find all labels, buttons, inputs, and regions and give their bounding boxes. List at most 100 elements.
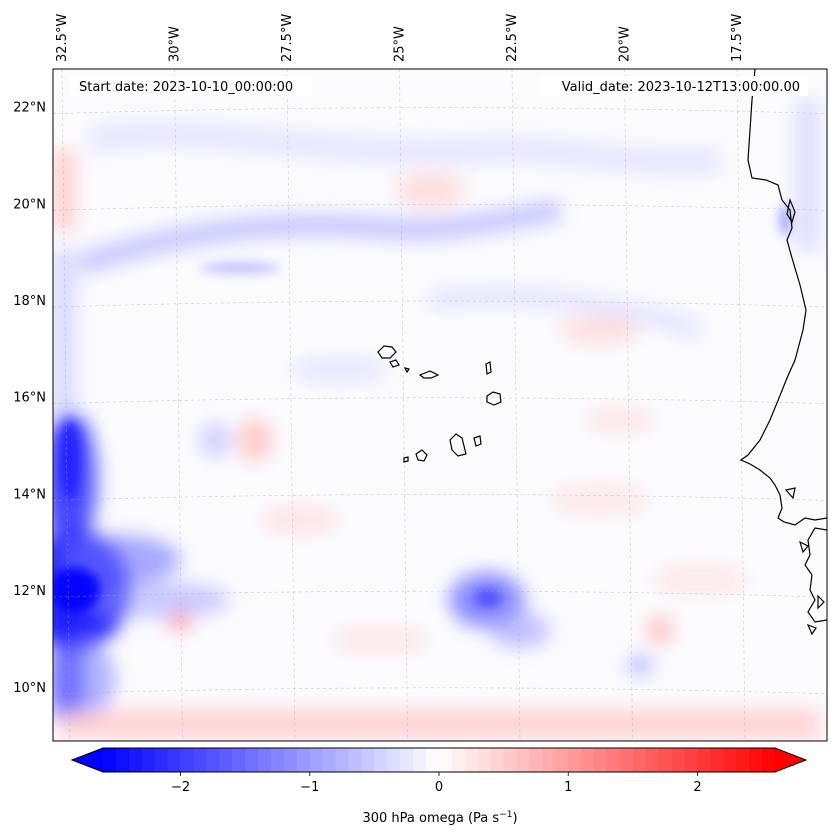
colorbar-segment [206,748,220,772]
colorbar-segment [568,748,582,772]
latitude-label: 14°N [13,487,46,502]
longitude-label: 30°W [168,26,183,62]
santo-antao-island [377,345,397,359]
latitude-label: 12°N [13,584,46,599]
latitude-label: 10°N [13,681,46,696]
colorbar-segment [128,748,143,772]
colorbar-tick-label: 2 [693,780,701,795]
colorbar-segment [374,748,388,772]
longitude-label: 22.5°W [505,14,520,62]
colorbar-segment [581,748,595,772]
map-frame [52,68,828,742]
start-date-text: Start date: 2023-10-10_00:00:00 [79,80,293,95]
colorbar-extend-min-arrow [72,748,103,772]
colorbar-segment [387,748,401,772]
colorbar-segment [632,748,647,772]
colorbar-segment [322,748,337,772]
colorbar-segment [451,748,466,772]
parallel-gridline [53,397,827,405]
valid-date-box [540,76,808,96]
colorbar-segment [426,748,440,772]
colorbar-segment [154,748,169,772]
fogo-island [415,449,428,462]
colorbar-segment [141,748,156,772]
colorbar-segment [348,748,363,772]
colorbar-tick-label: −1 [300,780,319,795]
colorbar-segment [671,748,686,772]
boa-vista-island [486,391,502,406]
colorbar-segment [400,748,414,772]
colorbar-segment [309,748,324,772]
colorbar-segment [645,748,660,772]
colorbar-segment [723,748,737,772]
africa-coastline-south [804,527,827,623]
coastal-islands [784,197,825,636]
colorbar-segment [335,748,350,772]
colorbar-segment [607,748,621,772]
meridian-gridline [511,69,521,741]
santiago-island [449,433,467,457]
sao-vicente-island [389,359,400,368]
latitude-label: 20°N [13,197,46,212]
colorbar-segment [762,748,776,772]
colorbar-title: 300 hPa omega (Pa s−1) [362,810,517,826]
colorbar-outline [70,747,808,773]
colorbar-segment [736,748,750,772]
colorbar-segment [193,748,207,772]
longitude-label: 17.5°W [730,14,745,62]
colorbar-segment [749,748,763,772]
africa-coastline [739,69,827,526]
latitude-label: 16°N [13,391,46,406]
colorbar-tick-label: 1 [564,780,572,795]
colorbar-segment [619,748,634,772]
longitude-labels: 32.5°W 30°W 27.5°W 25°W 22.5°W 20°W 17.5°W [55,14,745,62]
parallel-gridline [53,300,827,308]
colorbar-segment [115,748,130,772]
colorbar-segments [103,748,776,772]
longitude-label: 32.5°W [55,14,70,62]
latitude-labels: 22°N 20°N 18°N 16°N 14°N 12°N 10°N [13,101,46,696]
parallel-gridline [53,590,827,598]
colorbar-segment [296,748,311,772]
colorbar-title-main: 300 hPa omega (Pa s [362,811,499,826]
longitude-label: 25°W [393,26,408,62]
meridian-gridline [174,69,183,741]
colorbar-extend-max-arrow [775,748,806,772]
colorbar-title-close: ) [512,811,517,826]
parallel-gridline [53,494,827,501]
colorbar-segment [180,748,195,772]
longitude-label: 27.5°W [280,14,295,62]
colorbar-segment [503,748,518,772]
meridian-gridline [61,69,71,741]
coastlines [377,69,827,636]
omega-field-detail [53,204,791,612]
colorbar-segment [103,748,117,772]
colorbar-segment [167,748,182,772]
gridlines [53,69,827,741]
colorbar-ticks: −2 −1 0 1 2 [171,772,702,795]
parallel-gridline [53,687,827,695]
latitude-label: 22°N [13,101,46,116]
map-area [53,69,827,741]
colorbar-segment [490,748,505,772]
colorbar-segment [529,748,543,772]
colorbar: −2 −1 0 1 2 300 hPa omega (Pa s−1) [70,747,808,826]
colorbar-title-superscript: −1 [499,810,512,820]
valid-date-text: Valid_date: 2023-10-12T13:00:00.00 [562,80,800,95]
colorbar-segment [684,748,699,772]
colorbar-segment [555,748,569,772]
colorbar-segment [219,748,233,772]
meridian-gridline [399,69,408,741]
colorbar-segment [697,748,711,772]
sal-island [485,361,492,375]
colorbar-segment [258,748,272,772]
parallel-gridline [53,107,827,114]
meridian-gridline [286,69,296,741]
start-date-box [70,76,312,96]
colorbar-tick-label: 0 [435,780,443,795]
colorbar-segment [594,748,608,772]
colorbar-segment [413,748,427,772]
brava-island [403,456,409,463]
meridian-gridline [624,69,633,741]
